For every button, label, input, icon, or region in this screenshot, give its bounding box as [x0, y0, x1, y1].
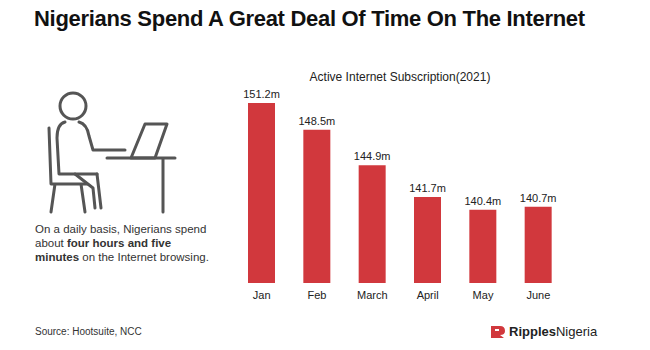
html-text:Active Internet Subscription(2: Active Internet Subscription(2021) — [309, 70, 491, 84]
svg-text:141.7m: 141.7m — [409, 182, 446, 194]
svg-text:March: March — [357, 289, 388, 301]
svg-text:151.2m: 151.2m — [243, 88, 280, 100]
svg-text:144.9m: 144.9m — [354, 150, 391, 162]
html-text:On a daily basis, Nigerians sp: On a daily basis, Nigerians spend about … — [35, 223, 209, 263]
html-text:Source: Hootsuite, NCC: Source: Hootsuite, NCC — [35, 326, 142, 337]
html-text:Ripples Nigeria: Ripples Nigeria — [509, 324, 598, 339]
svg-text:140.7m: 140.7m — [520, 192, 557, 204]
svg-text:June: June — [526, 289, 550, 301]
svg-text:Jan: Jan — [253, 289, 271, 301]
svg-text:Feb: Feb — [308, 289, 327, 301]
svg-text:140.4m: 140.4m — [464, 195, 501, 207]
svg-text:May: May — [473, 289, 494, 301]
svg-text:148.5m: 148.5m — [298, 115, 335, 127]
svg-text:April: April — [417, 289, 439, 301]
html-text:Nigerians Spend A Great Deal O: Nigerians Spend A Great Deal Of Time On … — [34, 6, 585, 31]
